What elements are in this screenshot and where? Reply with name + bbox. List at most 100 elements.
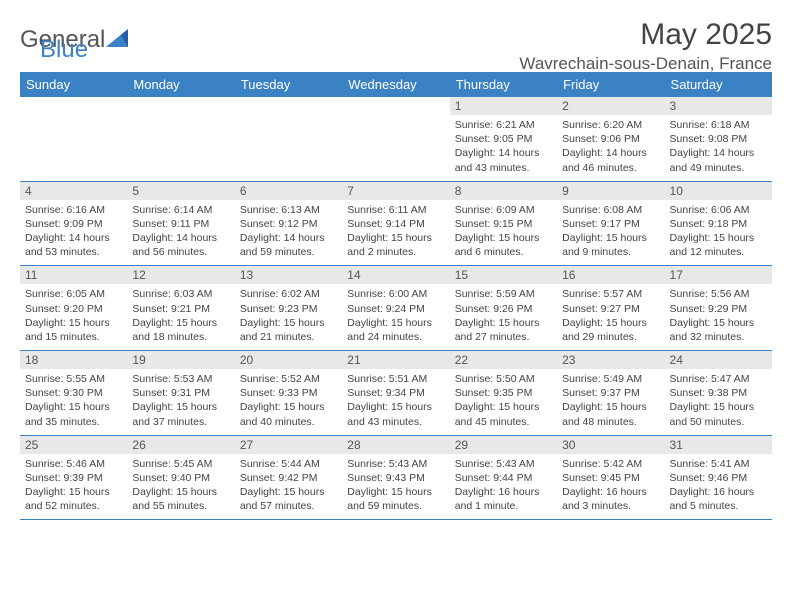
sunrise-text: Sunrise: 6:13 AM	[240, 203, 337, 217]
day-info: Sunrise: 5:50 AMSunset: 9:35 PMDaylight:…	[450, 369, 557, 435]
day-number: 31	[665, 436, 772, 454]
day-number: 9	[557, 182, 664, 200]
daylight-text: and 57 minutes.	[240, 499, 337, 513]
day-cell: 19Sunrise: 5:53 AMSunset: 9:31 PMDayligh…	[127, 351, 234, 436]
sunrise-text: Sunrise: 6:03 AM	[132, 287, 229, 301]
daylight-text: and 24 minutes.	[347, 330, 444, 344]
daylight-text: Daylight: 15 hours	[562, 231, 659, 245]
daylight-text: Daylight: 15 hours	[347, 485, 444, 499]
sunrise-text: Sunrise: 6:16 AM	[25, 203, 122, 217]
sunrise-text: Sunrise: 5:43 AM	[347, 457, 444, 471]
day-info: Sunrise: 5:49 AMSunset: 9:37 PMDaylight:…	[557, 369, 664, 435]
sunset-text: Sunset: 9:29 PM	[670, 302, 767, 316]
day-cell: 25Sunrise: 5:46 AMSunset: 9:39 PMDayligh…	[20, 435, 127, 520]
day-cell: 20Sunrise: 5:52 AMSunset: 9:33 PMDayligh…	[235, 351, 342, 436]
day-number: 4	[20, 182, 127, 200]
day-number: 8	[450, 182, 557, 200]
day-cell: 4 Sunrise: 6:16 AMSunset: 9:09 PMDaylight…	[20, 181, 127, 266]
logo-triangle-icon	[106, 29, 128, 52]
sunset-text: Sunset: 9:24 PM	[347, 302, 444, 316]
daylight-text: Daylight: 15 hours	[455, 316, 552, 330]
daylight-text: Daylight: 14 hours	[25, 231, 122, 245]
day-number: 16	[557, 266, 664, 284]
sunset-text: Sunset: 9:46 PM	[670, 471, 767, 485]
day-cell: 30Sunrise: 5:42 AMSunset: 9:45 PMDayligh…	[557, 435, 664, 520]
day-info: Sunrise: 5:42 AMSunset: 9:45 PMDaylight:…	[557, 454, 664, 520]
daylight-text: and 43 minutes.	[455, 161, 552, 175]
sunrise-text: Sunrise: 5:44 AM	[240, 457, 337, 471]
month-title: May 2025	[519, 18, 772, 52]
daylight-text: Daylight: 14 hours	[670, 146, 767, 160]
daylight-text: Daylight: 14 hours	[562, 146, 659, 160]
sunset-text: Sunset: 9:38 PM	[670, 386, 767, 400]
daylight-text: Daylight: 15 hours	[670, 316, 767, 330]
weekday-header: Tuesday	[235, 72, 342, 97]
sunset-text: Sunset: 9:21 PM	[132, 302, 229, 316]
daylight-text: and 18 minutes.	[132, 330, 229, 344]
daylight-text: Daylight: 16 hours	[562, 485, 659, 499]
sunset-text: Sunset: 9:06 PM	[562, 132, 659, 146]
day-cell: 14Sunrise: 6:00 AMSunset: 9:24 PMDayligh…	[342, 266, 449, 351]
logo-text-blue: Blue	[40, 36, 88, 63]
day-info: Sunrise: 5:56 AMSunset: 9:29 PMDaylight:…	[665, 284, 772, 350]
sunrise-text: Sunrise: 5:45 AM	[132, 457, 229, 471]
daylight-text: and 27 minutes.	[455, 330, 552, 344]
day-cell: 23Sunrise: 5:49 AMSunset: 9:37 PMDayligh…	[557, 351, 664, 436]
day-number: 3	[665, 97, 772, 115]
day-number: 25	[20, 436, 127, 454]
day-info: Sunrise: 5:55 AMSunset: 9:30 PMDaylight:…	[20, 369, 127, 435]
day-number: 27	[235, 436, 342, 454]
day-info: Sunrise: 5:47 AMSunset: 9:38 PMDaylight:…	[665, 369, 772, 435]
weekday-header-row: Sunday Monday Tuesday Wednesday Thursday…	[20, 72, 772, 97]
sunrise-text: Sunrise: 6:14 AM	[132, 203, 229, 217]
daylight-text: and 6 minutes.	[455, 245, 552, 259]
weekday-header: Saturday	[665, 72, 772, 97]
day-cell: 9Sunrise: 6:08 AMSunset: 9:17 PMDaylight…	[557, 181, 664, 266]
day-info: Sunrise: 6:21 AMSunset: 9:05 PMDaylight:…	[450, 115, 557, 181]
daylight-text: and 56 minutes.	[132, 245, 229, 259]
day-cell: 7Sunrise: 6:11 AMSunset: 9:14 PMDaylight…	[342, 181, 449, 266]
day-number: 29	[450, 436, 557, 454]
weekday-header: Friday	[557, 72, 664, 97]
daylight-text: and 3 minutes.	[562, 499, 659, 513]
day-number: 22	[450, 351, 557, 369]
daylight-text: and 1 minute.	[455, 499, 552, 513]
sunset-text: Sunset: 9:45 PM	[562, 471, 659, 485]
sunset-text: Sunset: 9:31 PM	[132, 386, 229, 400]
daylight-text: Daylight: 15 hours	[347, 400, 444, 414]
sunset-text: Sunset: 9:17 PM	[562, 217, 659, 231]
daylight-text: Daylight: 15 hours	[455, 400, 552, 414]
sunset-text: Sunset: 9:08 PM	[670, 132, 767, 146]
empty-day	[235, 97, 342, 181]
day-number: 20	[235, 351, 342, 369]
sunrise-text: Sunrise: 5:51 AM	[347, 372, 444, 386]
day-info: Sunrise: 6:03 AMSunset: 9:21 PMDaylight:…	[127, 284, 234, 350]
day-number: 2	[557, 97, 664, 115]
sunrise-text: Sunrise: 6:18 AM	[670, 118, 767, 132]
daylight-text: and 29 minutes.	[562, 330, 659, 344]
day-cell: 28Sunrise: 5:43 AMSunset: 9:43 PMDayligh…	[342, 435, 449, 520]
day-cell: 17Sunrise: 5:56 AMSunset: 9:29 PMDayligh…	[665, 266, 772, 351]
day-number: 18	[20, 351, 127, 369]
sunset-text: Sunset: 9:42 PM	[240, 471, 337, 485]
day-number: 28	[342, 436, 449, 454]
calendar-table: Sunday Monday Tuesday Wednesday Thursday…	[20, 72, 772, 520]
daylight-text: and 59 minutes.	[347, 499, 444, 513]
weekday-header: Wednesday	[342, 72, 449, 97]
day-cell: 6Sunrise: 6:13 AMSunset: 9:12 PMDaylight…	[235, 181, 342, 266]
day-number: 5	[127, 182, 234, 200]
day-cell: 2Sunrise: 6:20 AMSunset: 9:06 PMDaylight…	[557, 97, 664, 181]
empty-day	[127, 97, 234, 181]
sunrise-text: Sunrise: 5:50 AM	[455, 372, 552, 386]
sunset-text: Sunset: 9:26 PM	[455, 302, 552, 316]
daylight-text: Daylight: 15 hours	[240, 485, 337, 499]
sunrise-text: Sunrise: 6:05 AM	[25, 287, 122, 301]
daylight-text: and 15 minutes.	[25, 330, 122, 344]
daylight-text: Daylight: 14 hours	[132, 231, 229, 245]
sunset-text: Sunset: 9:09 PM	[25, 217, 122, 231]
daylight-text: and 49 minutes.	[670, 161, 767, 175]
daylight-text: and 35 minutes.	[25, 415, 122, 429]
daylight-text: Daylight: 15 hours	[132, 316, 229, 330]
daylight-text: Daylight: 15 hours	[562, 400, 659, 414]
day-info: Sunrise: 6:06 AMSunset: 9:18 PMDaylight:…	[665, 200, 772, 266]
